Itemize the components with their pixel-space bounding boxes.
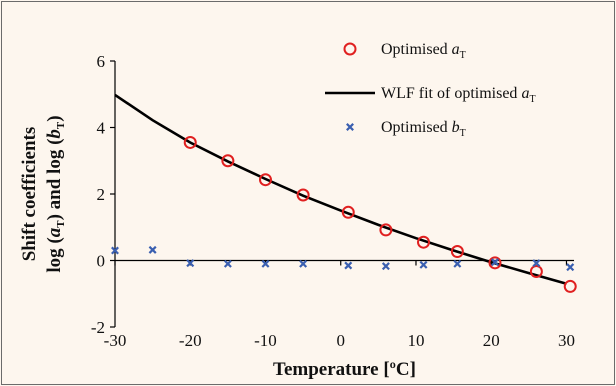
- y-axis-title-var-a: a: [44, 227, 65, 237]
- data-point-bT: [491, 258, 499, 267]
- y-axis-title-pre: log (: [44, 237, 65, 272]
- data-point-bT: [566, 263, 575, 272]
- x-tick-label: 30: [558, 331, 575, 350]
- y-tick-label: -2: [91, 318, 105, 337]
- series-line-wlf-fit: [114, 93, 567, 286]
- y-tick-label: 2: [97, 185, 106, 204]
- x-tick-label: -10: [254, 331, 277, 350]
- legend-label: WLF fit of optimised aT: [381, 85, 536, 105]
- data-point-bT: [344, 261, 353, 270]
- data-point-bT: [186, 259, 195, 268]
- y-axis-title-line2: log (aT) and log (bT): [44, 115, 67, 272]
- data-point-bT: [453, 259, 462, 268]
- data-point-aT: [417, 235, 431, 249]
- y-axis-title-mid: ) and log (: [44, 139, 65, 221]
- legend-marker-symbol: [346, 123, 354, 131]
- data-point-aT: [488, 256, 502, 270]
- series-layer: [111, 93, 577, 293]
- data-point-bT: [381, 262, 390, 271]
- legend-item: Optimised bT: [346, 119, 466, 139]
- y-axis-title-var-b: b: [44, 129, 65, 139]
- x-tick-label: 20: [483, 331, 500, 350]
- y-tick-label: 0: [97, 252, 106, 271]
- x-tick-label: 10: [407, 331, 424, 350]
- data-point-bT: [261, 259, 270, 268]
- legend-item: WLF fit of optimised aT: [325, 85, 536, 105]
- legend: Optimised aT WLF fit of optimised aT Optim…: [325, 41, 536, 139]
- data-point-aT: [563, 279, 577, 293]
- data-point-bT: [532, 259, 541, 268]
- x-tick-label: 0: [336, 331, 345, 350]
- y-axis-title-post: ): [44, 115, 65, 121]
- data-point-aT: [296, 188, 310, 202]
- y-axis-title-sub-b: T: [55, 121, 67, 129]
- y-axis-title: Shift coefficients log (aT) and log (bT): [19, 115, 67, 272]
- x-tick-label: -30: [104, 331, 127, 350]
- x-axis-title: Temperature [ºC]: [273, 359, 416, 380]
- data-point-bT: [419, 260, 428, 269]
- data-point-bT: [299, 259, 308, 268]
- data-point-aT: [258, 173, 272, 187]
- data-point-aT: [450, 245, 464, 259]
- data-point-bT: [111, 246, 119, 255]
- legend-item: Optimised aT: [343, 41, 466, 61]
- legend-label: Optimised aT: [381, 41, 466, 61]
- y-axis-title-line1: Shift coefficients: [19, 127, 40, 262]
- y-axis-title-sub-a: T: [55, 220, 67, 228]
- data-point-aT: [341, 205, 355, 219]
- data-point-bT: [223, 259, 232, 268]
- data-point-aT: [183, 135, 197, 149]
- data-point-bT: [148, 245, 157, 254]
- legend-marker-symbol: [343, 42, 357, 56]
- data-point-aT: [221, 154, 235, 168]
- legend-label: Optimised bT: [381, 119, 466, 139]
- y-tick-label: 4: [97, 119, 106, 138]
- y-tick-label: 6: [97, 52, 106, 71]
- data-point-aT: [529, 264, 543, 278]
- x-tick-label: -20: [179, 331, 202, 350]
- data-point-aT: [379, 223, 393, 237]
